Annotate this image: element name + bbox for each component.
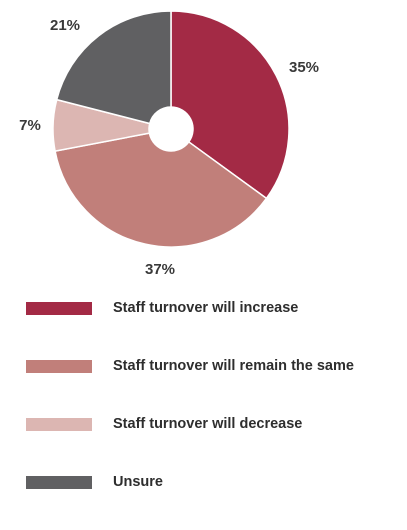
pie-slice-unsure [55,10,172,125]
slice-label-increase: 35% [289,59,319,76]
donut-chart: 35% 37% 7% 21% [19,10,319,278]
legend-item-unsure: Unsure [26,472,406,492]
legend-item-increase: Staff turnover will increase [26,298,406,318]
pie-slice-increase [170,10,290,200]
legend-label-decrease: Staff turnover will decrease [113,416,303,432]
legend-label-unsure: Unsure [113,474,163,490]
slice-label-same: 37% [145,261,175,278]
legend-swatch-increase [26,301,92,315]
slice-label-decrease: 7% [19,117,41,134]
legend-swatch-decrease [26,417,92,431]
legend-label-increase: Staff turnover will increase [113,300,299,316]
legend-label-same: Staff turnover will remain the same [113,358,354,374]
legend-item-decrease: Staff turnover will decrease [26,414,406,434]
legend: Staff turnover will increase Staff turno… [26,298,406,530]
pie-slice-same [54,132,268,248]
legend-swatch-same [26,359,92,373]
legend-item-same: Staff turnover will remain the same [26,356,406,376]
legend-swatch-unsure [26,475,92,489]
slice-label-unsure: 21% [50,17,80,34]
